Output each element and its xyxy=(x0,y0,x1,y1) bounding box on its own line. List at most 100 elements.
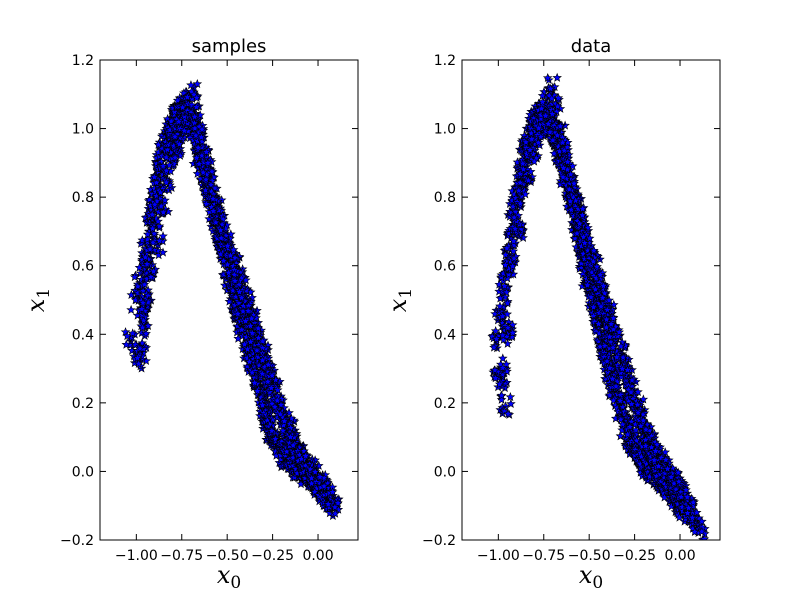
scatter-point xyxy=(543,118,554,129)
scatter-point xyxy=(509,212,519,222)
y-axis-label: x1 xyxy=(22,288,54,312)
scatter-point xyxy=(174,139,185,149)
scatter-point xyxy=(138,297,148,307)
scatter-point xyxy=(548,135,558,145)
scatter-point xyxy=(174,116,184,126)
x-axis-ticks: −1.00 −0.75 −0.50 −0.25 0.00 xyxy=(115,60,334,564)
scatter-point xyxy=(589,316,600,326)
y-tick-label: 0.0 xyxy=(72,464,94,480)
scatter-point xyxy=(158,231,168,241)
scatter-point xyxy=(138,315,149,325)
scatter-point xyxy=(149,228,160,238)
scatter-point xyxy=(537,96,548,107)
scatter-point xyxy=(166,116,176,126)
scatter-point xyxy=(170,131,180,141)
scatter-point xyxy=(143,320,153,330)
scatter-point xyxy=(288,440,298,450)
scatter-point xyxy=(513,210,524,220)
scatter-point xyxy=(134,262,145,272)
scatter-point xyxy=(630,444,641,454)
scatter-point xyxy=(490,325,501,336)
scatter-point xyxy=(263,376,273,386)
scatter-point xyxy=(132,353,143,363)
scatter-point xyxy=(496,390,507,400)
x-tick-label: 0.00 xyxy=(302,548,333,564)
scatter-point xyxy=(191,92,202,103)
scatter-point xyxy=(565,169,576,179)
scatter-point xyxy=(515,177,525,187)
scatter-point xyxy=(191,130,201,140)
scatter-point xyxy=(602,356,612,366)
scatter-point xyxy=(172,95,183,105)
x-tick-label: −0.75 xyxy=(160,548,203,564)
scatter-point xyxy=(121,339,132,349)
scatter-point xyxy=(558,172,568,182)
scatter-point xyxy=(254,360,265,370)
scatter-point xyxy=(245,320,256,331)
scatter-point xyxy=(319,481,329,491)
scatter-point xyxy=(253,332,264,343)
axes-frame xyxy=(99,59,359,541)
scatter-point xyxy=(495,301,505,311)
scatter-point xyxy=(270,433,281,444)
scatter-point xyxy=(605,363,615,373)
y-tick-label: −0.2 xyxy=(60,533,94,549)
scatter-point xyxy=(206,179,216,190)
scatter-point xyxy=(518,158,528,168)
scatter-point xyxy=(491,334,502,344)
scatter-point xyxy=(495,293,506,303)
scatter-point xyxy=(127,345,137,355)
scatter-point xyxy=(127,328,138,338)
scatter-point xyxy=(137,304,147,314)
scatter-point xyxy=(170,152,180,162)
scatter-point xyxy=(507,319,518,330)
scatter-point xyxy=(200,185,211,195)
scatter-points xyxy=(120,78,344,521)
scatter-point xyxy=(197,124,207,134)
scatter-point xyxy=(622,429,633,439)
scatter-point xyxy=(330,502,340,512)
scatter-point xyxy=(196,132,207,142)
scatter-point xyxy=(490,365,500,375)
scatter-point xyxy=(300,451,311,461)
scatter-point xyxy=(137,322,148,332)
scatter-point xyxy=(156,201,166,211)
scatter-point xyxy=(141,328,151,338)
scatter-point xyxy=(198,167,208,177)
scatter-point xyxy=(187,100,197,110)
y-tick-label: 0.8 xyxy=(72,190,94,206)
scatter-point xyxy=(588,302,599,312)
scatter-point xyxy=(244,356,255,366)
scatter-point xyxy=(130,339,141,349)
scatter-point xyxy=(149,172,160,182)
scatter-point xyxy=(253,323,264,333)
scatter-point xyxy=(279,416,290,426)
scatter-point xyxy=(617,419,628,429)
x-tick-label: −1.00 xyxy=(115,548,158,564)
y-tick-label: 0.6 xyxy=(72,259,94,275)
scatter-point xyxy=(533,137,544,147)
scatter-point xyxy=(182,92,193,102)
scatter-point xyxy=(515,168,526,178)
scatter-point xyxy=(521,148,532,158)
scatter-point xyxy=(502,309,513,319)
scatter-point xyxy=(558,163,569,173)
scatter-point xyxy=(242,344,253,354)
scatter-point xyxy=(490,373,501,383)
scatter-point xyxy=(536,131,546,141)
scatter-point xyxy=(193,142,203,152)
scatter-point xyxy=(284,438,295,448)
scatter-point xyxy=(161,165,172,175)
scatter-point xyxy=(191,102,202,112)
x-tick-label: −0.50 xyxy=(206,548,249,564)
scatter-point xyxy=(586,292,596,302)
scatter-point xyxy=(545,83,556,93)
scatter-point xyxy=(552,130,563,140)
scatter-point xyxy=(154,235,165,245)
scatter-point xyxy=(616,414,626,424)
scatter-point xyxy=(252,345,262,355)
scatter-point xyxy=(147,209,158,219)
x-tick-label: −0.25 xyxy=(251,548,294,564)
scatter-point xyxy=(330,508,341,518)
